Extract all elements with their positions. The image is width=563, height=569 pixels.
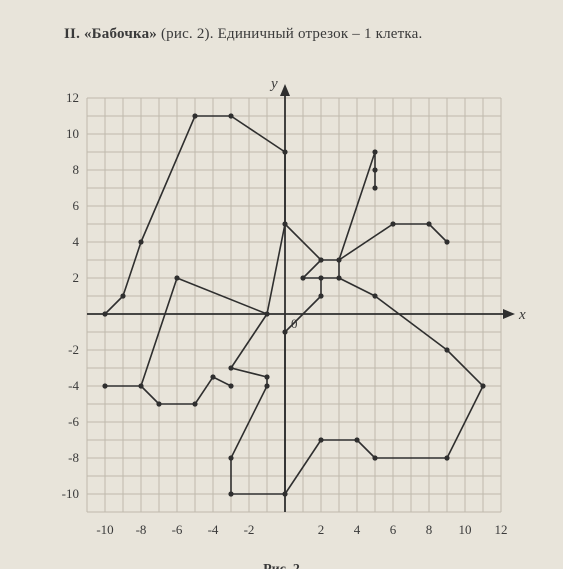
- chart-container: -10-8-6-4-224681012-10-8-6-4-2246810120x…: [42, 73, 522, 569]
- svg-text:2: 2: [317, 522, 324, 537]
- svg-text:4: 4: [353, 522, 360, 537]
- heading-title: «Бабочка»: [84, 26, 157, 42]
- svg-text:8: 8: [72, 162, 79, 177]
- svg-text:6: 6: [389, 522, 396, 537]
- svg-text:10: 10: [458, 522, 471, 537]
- page: II. «Бабочка» (рис. 2). Единичный отрезо…: [0, 0, 563, 569]
- svg-text:10: 10: [66, 126, 79, 141]
- svg-text:-8: -8: [135, 522, 146, 537]
- coordinate-chart: -10-8-6-4-224681012-10-8-6-4-2246810120x…: [42, 73, 536, 552]
- heading-description: Единичный отрезок – 1 клетка.: [218, 26, 423, 42]
- y-axis-label: y: [269, 76, 278, 92]
- svg-text:-10: -10: [96, 522, 113, 537]
- svg-text:6: 6: [72, 198, 79, 213]
- x-axis-label: x: [518, 307, 526, 323]
- svg-text:12: 12: [66, 90, 79, 105]
- figure-caption: Рис. 2: [42, 562, 522, 569]
- svg-text:-4: -4: [68, 378, 79, 393]
- svg-text:-10: -10: [61, 486, 78, 501]
- svg-text:-8: -8: [68, 450, 79, 465]
- svg-text:-2: -2: [243, 522, 254, 537]
- svg-text:4: 4: [72, 234, 79, 249]
- heading-number: II.: [64, 26, 80, 42]
- heading-figure-ref: (рис. 2).: [161, 26, 214, 42]
- svg-text:-4: -4: [207, 522, 218, 537]
- svg-text:8: 8: [425, 522, 432, 537]
- svg-text:2: 2: [72, 270, 79, 285]
- exercise-heading: II. «Бабочка» (рис. 2). Единичный отрезо…: [34, 24, 529, 45]
- svg-text:-2: -2: [68, 342, 79, 357]
- svg-text:-6: -6: [171, 522, 182, 537]
- svg-text:12: 12: [494, 522, 507, 537]
- svg-text:-6: -6: [68, 414, 79, 429]
